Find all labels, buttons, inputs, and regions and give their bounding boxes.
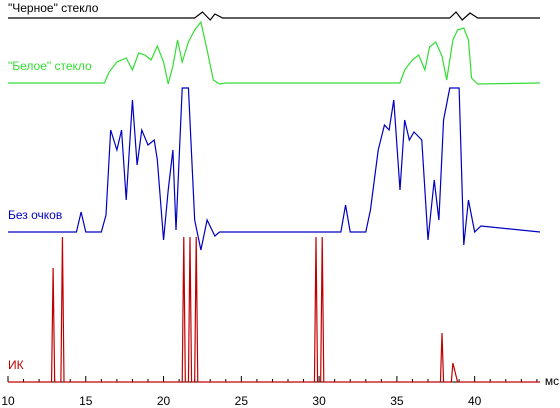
x-tick-label: 30 [312,394,326,408]
trace-label: Без очков [8,208,62,222]
x-axis-label: мс [545,374,559,388]
signal-trace [8,11,540,21]
signal-trace [8,87,541,251]
x-tick-label: 10 [1,394,15,408]
trace-label: ИК [8,358,24,372]
trace-label: "Черное" стекло [8,1,99,15]
signal-trace [8,236,540,383]
trace-label: "Белое" стекло [8,59,92,73]
x-tick-label: 15 [79,394,93,408]
x-tick-label: 35 [390,394,404,408]
x-tick-label: 20 [157,394,171,408]
signal-trace [8,20,541,85]
x-tick-label: 40 [468,394,482,408]
x-tick-label: 25 [235,394,249,408]
